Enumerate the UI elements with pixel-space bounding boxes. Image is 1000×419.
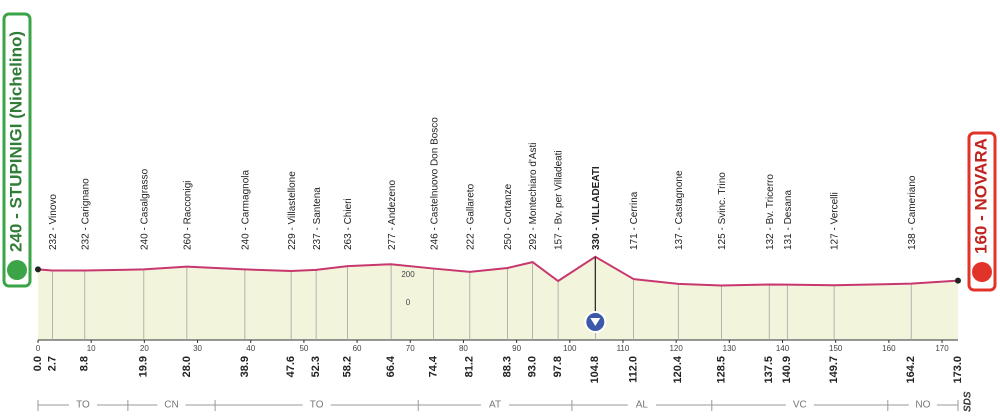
start-box [2, 12, 32, 288]
waypoint-label: 138 - Cameriano [907, 175, 918, 250]
waypoint-label: 137 - Castagnone [674, 170, 685, 250]
km-label: 47.6 [285, 356, 297, 377]
waypoint-label: 171 - Cerrina [629, 191, 640, 250]
waypoint-label: 260 - Racconigi [183, 181, 194, 250]
region-label-bg [908, 398, 937, 412]
km-label: 58.2 [341, 356, 353, 377]
km-label: 88.3 [501, 356, 513, 377]
waypoint-label: 263 - Chieri [343, 198, 354, 250]
km-label: 52.3 [310, 356, 322, 377]
finish-label: 160 - NOVARA [971, 138, 990, 254]
waypoint-label: 127 - Vercelli [830, 192, 841, 250]
x-tick-label: 20 [140, 344, 149, 353]
region-label: AT [489, 400, 501, 411]
y-tick-label: 0 [406, 298, 411, 307]
waypoint-label: 237 - Santena [312, 187, 323, 250]
region-label: TO [310, 400, 324, 411]
waypoint-label: 229 - Villastellone [287, 171, 298, 250]
profile-line [37, 255, 959, 287]
waypoint-label: 232 - Vinovo [48, 194, 59, 250]
km-label: 8.8 [79, 356, 91, 371]
km-label: 93.0 [526, 356, 538, 377]
km-label: 19.9 [138, 356, 150, 377]
x-tick-label: 140 [776, 344, 790, 353]
x-tick-label: 0 [36, 344, 41, 353]
x-tick-label: 90 [512, 344, 521, 353]
km-label: 2.7 [46, 356, 58, 371]
region-label-bg [302, 398, 331, 412]
km-label: 164.2 [905, 356, 917, 384]
waypoint-label: 246 - Castelnuovo Don Bosco [429, 117, 440, 250]
km-label: 149.7 [828, 356, 840, 384]
region-label: TO [76, 400, 90, 411]
x-tick-label: 130 [723, 344, 737, 353]
km-label: 173.0 [952, 356, 964, 384]
region-label: VC [793, 400, 807, 411]
waypoint-label: 292 - Montechiaro d'Asti [528, 142, 539, 250]
waypoint-label: 330 - VILLADEATI [591, 166, 602, 250]
km-label: 66.4 [385, 355, 397, 377]
region-label-bg [627, 398, 656, 412]
x-tick-label: 150 [829, 344, 843, 353]
km-label: 112.0 [628, 356, 640, 383]
km-label: 128.5 [715, 356, 727, 384]
logo: SDS [963, 391, 974, 412]
km-label: 81.2 [464, 356, 476, 377]
km-label: 0.0 [32, 356, 44, 371]
region-label: AL [636, 400, 649, 411]
km-label: 28.0 [181, 356, 193, 377]
start-icon [7, 260, 27, 280]
waypoint-label: 250 - Cortanze [503, 183, 514, 250]
x-tick-label: 160 [882, 344, 896, 353]
x-tick-label: 70 [406, 344, 415, 353]
waypoint-label: 240 - Casalgrasso [139, 168, 150, 250]
region-label: NO [915, 400, 930, 411]
waypoint-label: 132 - Bv. Tricerro [765, 174, 776, 250]
km-label: 38.9 [239, 356, 251, 377]
finish-icon [972, 262, 992, 282]
x-tick-label: 80 [459, 344, 468, 353]
region-label-bg [785, 398, 814, 412]
x-tick-label: 100 [563, 344, 577, 353]
x-tick-label: 60 [353, 344, 362, 353]
x-tick-label: 10 [87, 344, 96, 353]
waypoint-label: 157 - Bv. per Villadeati [554, 150, 565, 250]
waypoint-label: 131 - Desana [783, 190, 794, 250]
endpoint [955, 277, 961, 284]
endpoint [35, 266, 41, 273]
y-tick-label: 200 [401, 270, 415, 279]
x-tick-label: 30 [193, 344, 202, 353]
waypoint-label: 277 - Andezeno [387, 180, 398, 250]
x-tick-label: 110 [617, 344, 630, 353]
km-label: 97.8 [552, 356, 564, 377]
waypoint-label: 222 - Gallareto [465, 183, 476, 250]
region-label-bg [157, 398, 186, 412]
profile-fill [38, 256, 958, 340]
km-label: 104.8 [589, 356, 601, 384]
finish-box [967, 131, 997, 292]
waypoint-label: 240 - Carmagnola [241, 170, 252, 250]
km-label: 120.4 [672, 355, 684, 383]
start-label: 240 - STUPINIGI (Nichelino) [6, 31, 25, 252]
km-label: 137.5 [763, 356, 775, 384]
x-tick-label: 120 [669, 344, 683, 353]
km-label: 74.4 [428, 355, 440, 377]
region-label: CN [164, 400, 178, 411]
region-label-bg [481, 398, 510, 412]
x-tick-label: 170 [935, 344, 949, 353]
kom-arrow [590, 318, 601, 326]
region-label-bg [68, 398, 97, 412]
waypoint-label: 232 - Carignano [80, 178, 91, 250]
waypoint-label: 125 - Svinc. Trino [717, 172, 728, 250]
km-label: 140.9 [781, 356, 793, 384]
x-tick-label: 40 [246, 344, 255, 353]
x-tick-label: 50 [299, 344, 308, 353]
